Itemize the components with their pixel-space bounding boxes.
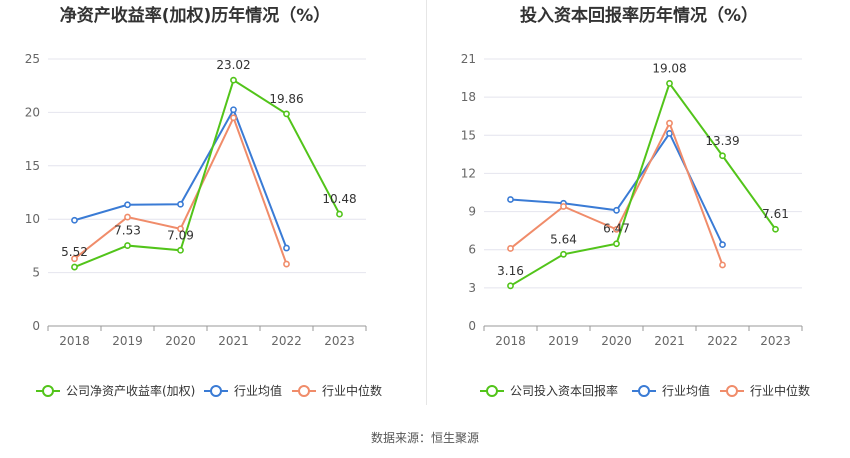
data-label: 7.09	[167, 228, 194, 242]
data-point[interactable]	[719, 152, 726, 160]
legend-item[interactable]: 行业中位数	[292, 383, 382, 398]
legend-label: 行业中位数	[750, 383, 810, 398]
data-label: 13.39	[705, 134, 739, 148]
legend-item[interactable]: 公司净资产收益率(加权)	[36, 383, 195, 398]
legend-marker	[298, 385, 310, 397]
legend-label: 行业均值	[234, 383, 282, 398]
y-tick-label: 10	[25, 212, 40, 226]
y-tick-label: 21	[461, 52, 476, 66]
data-point[interactable]	[124, 201, 131, 209]
data-source: 数据来源：恒生聚源	[370, 431, 479, 445]
chart-divider	[426, 0, 427, 405]
x-tick-label: 2018	[495, 334, 526, 348]
data-point[interactable]	[230, 76, 237, 84]
data-point[interactable]	[230, 106, 237, 114]
roic-chart: 投入资本回报率历年情况（%） 0 3 6 9 12 15 18 21 2018 2019 2020 20…	[461, 5, 810, 398]
legend-marker	[726, 385, 738, 397]
data-label: 3.16	[497, 264, 524, 278]
data-point[interactable]	[124, 242, 131, 249]
legend-marker	[42, 385, 54, 397]
x-tick-label: 2021	[218, 334, 249, 348]
legend-item[interactable]: 行业中位数	[720, 383, 810, 398]
legend-item[interactable]: 行业均值	[204, 383, 282, 398]
y-tick-label: 0	[468, 319, 476, 333]
legend-label: 行业均值	[662, 383, 710, 398]
x-tick-label: 2023	[760, 334, 791, 348]
y-tick-label: 25	[25, 52, 40, 66]
data-label: 5.52	[61, 245, 88, 259]
data-label: 10.48	[322, 192, 356, 206]
data-point[interactable]	[71, 263, 78, 271]
data-point[interactable]	[230, 114, 237, 122]
data-label: 5.64	[550, 232, 577, 246]
y-tick-label: 15	[25, 159, 40, 173]
data-point[interactable]	[772, 225, 779, 233]
data-point[interactable]	[336, 210, 343, 218]
y-tick-label: 3	[468, 281, 476, 295]
legend-label: 公司投入资本回报率	[510, 383, 618, 398]
y-tick-label: 12	[461, 166, 476, 180]
data-label: 23.02	[216, 58, 250, 72]
data-label: 7.53	[114, 224, 141, 238]
x-tick-label: 2023	[324, 334, 355, 348]
legend-item[interactable]: 公司投入资本回报率	[480, 383, 618, 398]
data-point[interactable]	[71, 216, 78, 224]
legend-marker	[486, 385, 498, 397]
data-point[interactable]	[71, 255, 78, 263]
data-point[interactable]	[283, 260, 290, 268]
data-point[interactable]	[124, 213, 131, 221]
y-tick-label: 15	[461, 128, 476, 142]
legend-label: 公司净资产收益率(加权)	[66, 383, 195, 398]
data-label: 7.61	[762, 207, 789, 221]
data-label: 19.86	[269, 92, 303, 106]
chart-title: 净资产收益率(加权)历年情况（%）	[60, 5, 331, 26]
data-point[interactable]	[666, 119, 673, 127]
x-tick-label: 2019	[112, 334, 143, 348]
y-tick-label: 0	[32, 319, 40, 333]
data-point[interactable]	[507, 282, 514, 290]
roe-chart: 净资产收益率(加权)历年情况（%） 0 5 10 15 20 25 2018 2019 2020 2…	[25, 5, 382, 398]
x-tick-label: 2022	[271, 334, 302, 348]
data-point[interactable]	[507, 245, 514, 252]
y-tick-label: 18	[461, 90, 476, 104]
y-tick-label: 20	[25, 105, 40, 119]
legend-label: 行业中位数	[322, 383, 382, 398]
series-line	[74, 78, 341, 268]
series-line	[509, 81, 777, 287]
legend-marker	[210, 385, 222, 397]
data-point[interactable]	[507, 196, 514, 203]
data-label: 19.08	[652, 61, 686, 75]
data-point[interactable]	[666, 129, 673, 137]
data-point[interactable]	[666, 80, 673, 87]
y-tick-label: 9	[468, 205, 476, 219]
data-point[interactable]	[283, 110, 290, 118]
x-tick-label: 2018	[59, 334, 90, 348]
data-point[interactable]	[613, 206, 620, 214]
chart-title: 投入资本回报率历年情况（%）	[520, 5, 758, 26]
data-point[interactable]	[613, 240, 620, 248]
data-point[interactable]	[719, 241, 726, 249]
data-point[interactable]	[283, 244, 290, 252]
x-tick-label: 2020	[165, 334, 196, 348]
y-tick-label: 6	[468, 243, 476, 257]
data-label: 6.47	[603, 222, 630, 236]
x-tick-label: 2022	[707, 334, 738, 348]
x-tick-label: 2019	[548, 334, 579, 348]
data-point[interactable]	[719, 261, 726, 269]
y-tick-label: 5	[32, 266, 40, 280]
x-tick-label: 2020	[601, 334, 632, 348]
x-tick-label: 2021	[654, 334, 685, 348]
legend-marker	[638, 385, 650, 397]
data-point[interactable]	[177, 246, 184, 254]
data-point[interactable]	[560, 250, 567, 258]
legend-item[interactable]: 行业均值	[632, 383, 710, 398]
data-point[interactable]	[177, 200, 184, 208]
data-point[interactable]	[613, 225, 620, 233]
data-point[interactable]	[177, 225, 184, 233]
data-point[interactable]	[560, 203, 567, 210]
